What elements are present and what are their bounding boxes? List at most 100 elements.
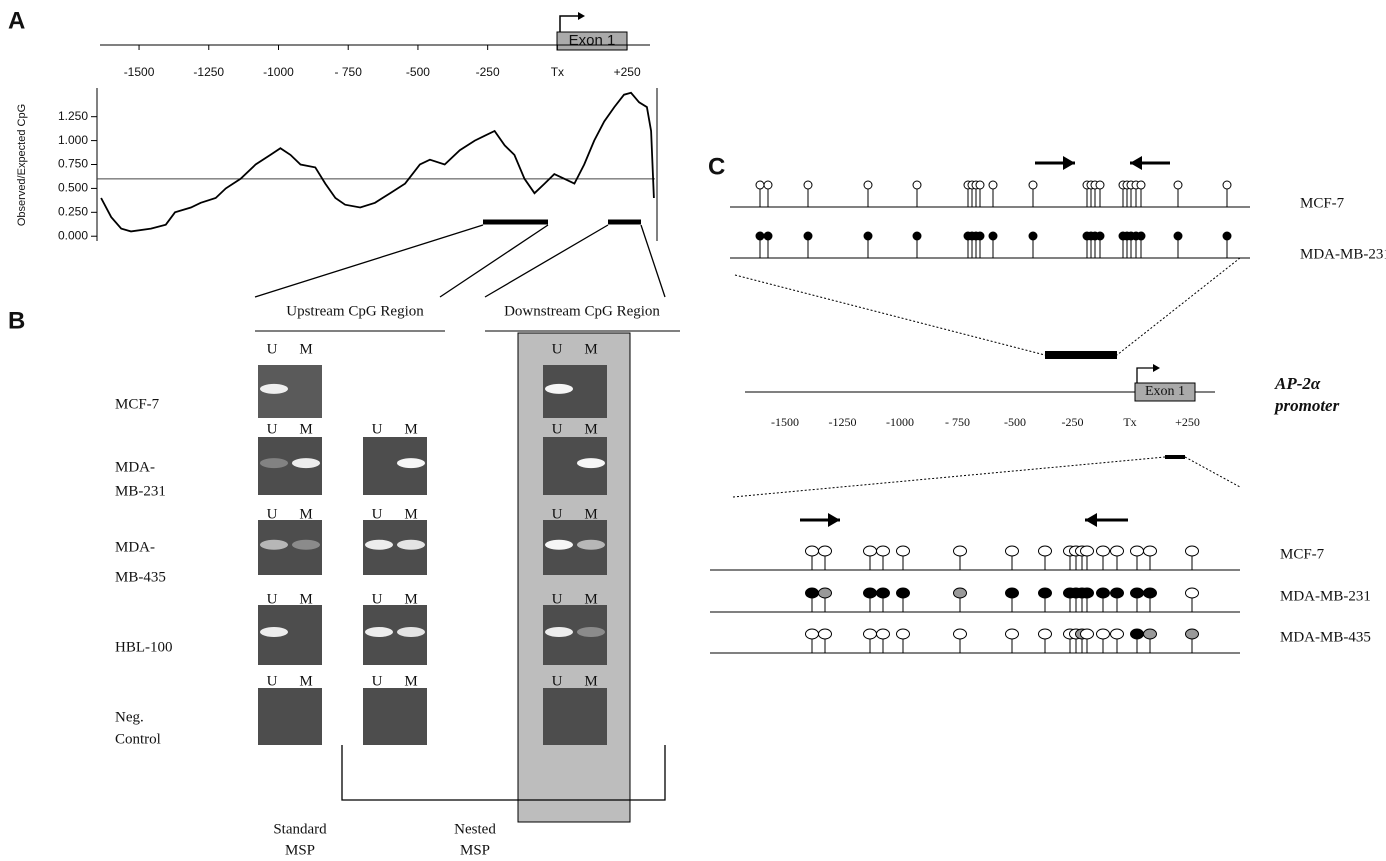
- cell-line-label: MCF-7: [1280, 546, 1325, 562]
- cpg-site: [1096, 181, 1104, 189]
- lane-label: U: [372, 673, 383, 689]
- cpg-site: [864, 181, 872, 189]
- cpg-site: [913, 232, 921, 240]
- y-tick-label: 0.750: [58, 157, 88, 171]
- lane-label: U: [372, 591, 383, 607]
- gel-band: [545, 384, 573, 394]
- cpg-site: [819, 546, 832, 556]
- cpg-site: [806, 546, 819, 556]
- row-label: MB-231: [115, 483, 166, 499]
- cpg-site: [1144, 629, 1157, 639]
- cpg-site: [913, 181, 921, 189]
- cpg-site: [1137, 181, 1145, 189]
- x-tick-label: +250: [614, 65, 641, 79]
- cpg-site: [1174, 232, 1182, 240]
- gel-band: [365, 540, 393, 550]
- lane-label: U: [372, 506, 383, 522]
- cpg-site: [1006, 588, 1019, 598]
- cell-line-label: MDA-MB-231: [1300, 246, 1386, 262]
- gel-band: [260, 540, 288, 550]
- gel-band: [260, 627, 288, 637]
- cpg-site: [764, 181, 772, 189]
- region-title: Downstream CpG Region: [504, 303, 660, 319]
- cpg-site: [877, 588, 890, 598]
- gel-band: [292, 458, 320, 468]
- cpg-site: [1111, 546, 1124, 556]
- x-tick-label: -1000: [263, 65, 294, 79]
- background: [0, 0, 1386, 861]
- lane-label: M: [404, 673, 417, 689]
- cpg-site: [877, 629, 890, 639]
- promoter-label: promoter: [1273, 396, 1340, 415]
- cpg-site: [864, 588, 877, 598]
- cpg-site: [1006, 546, 1019, 556]
- y-tick-label: 1.250: [58, 109, 88, 123]
- x-tick-label: -1250: [829, 415, 857, 429]
- lane-label: M: [584, 591, 597, 607]
- x-tick-label: -1500: [124, 65, 155, 79]
- lane-label: M: [299, 591, 312, 607]
- x-tick-label: -1500: [771, 415, 799, 429]
- cpg-site: [1029, 181, 1037, 189]
- row-label: Neg.: [115, 709, 144, 725]
- lane-label: M: [299, 673, 312, 689]
- cpg-site: [1039, 629, 1052, 639]
- y-tick-label: 0.250: [58, 204, 88, 218]
- lane-label: M: [404, 506, 417, 522]
- gel-band: [577, 458, 605, 468]
- cpg-site: [976, 181, 984, 189]
- x-tick-label: -1250: [193, 65, 224, 79]
- cpg-site: [954, 588, 967, 598]
- cpg-site: [804, 181, 812, 189]
- lane-label: M: [404, 591, 417, 607]
- lane-label: M: [299, 341, 312, 357]
- cpg-site: [1029, 232, 1037, 240]
- gel-band: [577, 540, 605, 550]
- cpg-site: [1096, 232, 1104, 240]
- cpg-site: [1039, 588, 1052, 598]
- method-label: MSP: [460, 842, 490, 858]
- lane-label: U: [552, 591, 563, 607]
- x-tick-label: Tx: [1123, 415, 1136, 429]
- cpg-site: [1223, 232, 1231, 240]
- exon-label: Exon 1: [1145, 384, 1185, 399]
- cpg-site: [1174, 181, 1182, 189]
- gel: [543, 688, 607, 745]
- lane-label: U: [552, 673, 563, 689]
- figure: A B C Observed/Expected CpG Exon 1 Upstr…: [0, 0, 1386, 861]
- cpg-site: [1081, 546, 1094, 556]
- lane-label: M: [584, 506, 597, 522]
- cpg-site: [819, 588, 832, 598]
- cpg-site: [1006, 629, 1019, 639]
- lane-label: M: [404, 421, 417, 437]
- cpg-site: [1039, 546, 1052, 556]
- lane-label: U: [267, 341, 278, 357]
- lane-label: U: [552, 341, 563, 357]
- lane-label: U: [552, 421, 563, 437]
- cpg-site: [864, 629, 877, 639]
- cpg-site: [1081, 588, 1094, 598]
- lane-label: U: [267, 591, 278, 607]
- lane-label: U: [267, 506, 278, 522]
- promoter-label: AP-2α: [1274, 374, 1321, 393]
- x-tick-label: - 750: [335, 65, 363, 79]
- panel-label: B: [8, 307, 25, 334]
- x-tick-label: -250: [1062, 415, 1084, 429]
- cpg-site: [1097, 546, 1110, 556]
- y-tick-label: 1.000: [58, 133, 88, 147]
- cpg-site: [897, 546, 910, 556]
- gel-band: [397, 458, 425, 468]
- row-label: MCF-7: [115, 396, 160, 412]
- cpg-site: [1186, 588, 1199, 598]
- lane-label: M: [299, 421, 312, 437]
- cpg-site: [976, 232, 984, 240]
- y-tick-label: 0.500: [58, 181, 88, 195]
- x-tick-label: +250: [1175, 415, 1200, 429]
- method-label: MSP: [285, 842, 315, 858]
- cpg-site: [806, 629, 819, 639]
- exon-label: Exon 1: [569, 32, 616, 49]
- lane-label: M: [584, 421, 597, 437]
- cpg-site: [1131, 629, 1144, 639]
- gel: [258, 688, 322, 745]
- x-tick-label: -500: [1004, 415, 1026, 429]
